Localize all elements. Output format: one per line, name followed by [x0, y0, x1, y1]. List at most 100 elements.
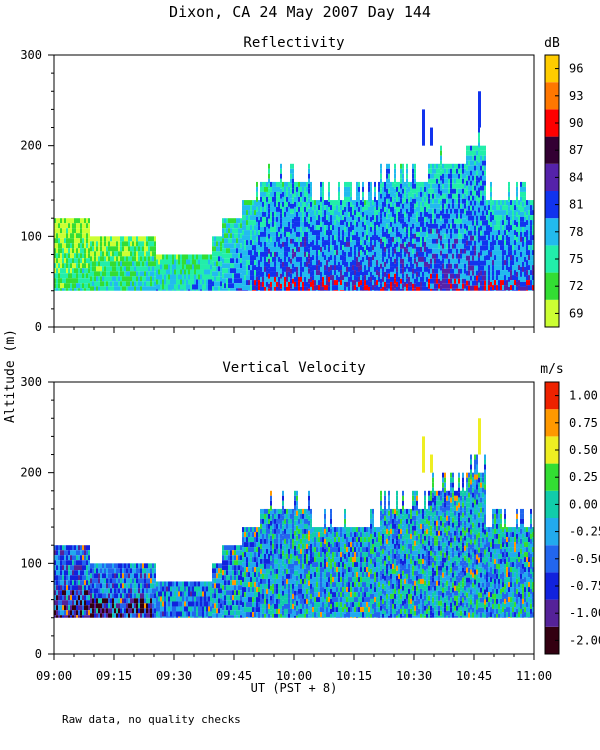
data-cell: [410, 226, 412, 232]
data-cell: [338, 271, 340, 277]
data-cell: [96, 603, 98, 609]
data-cell: [450, 243, 452, 249]
data-cell: [206, 254, 208, 260]
data-cell: [448, 253, 450, 259]
data-cell: [462, 198, 464, 204]
data-cell: [406, 263, 408, 269]
data-cell: [522, 231, 524, 237]
data-cell: [140, 573, 142, 579]
data-cell: [396, 211, 398, 217]
data-cell: [82, 223, 84, 229]
data-cell: [384, 261, 386, 267]
data-cell: [270, 221, 272, 227]
data-cell: [282, 281, 284, 287]
data-cell: [240, 263, 242, 269]
data-cell: [188, 269, 190, 275]
data-cell: [524, 211, 526, 217]
data-cell: [500, 255, 502, 261]
data-cell: [478, 177, 480, 183]
data-cell: [112, 608, 114, 614]
y-tick-label: 300: [20, 48, 42, 62]
data-cell: [470, 220, 472, 226]
data-cell: [282, 276, 284, 282]
data-cell: [398, 211, 400, 217]
data-cell: [304, 246, 306, 252]
data-cell: [62, 238, 64, 244]
data-cell: [408, 221, 410, 227]
data-cell: [402, 243, 404, 249]
data-cell: [62, 545, 64, 551]
data-cell: [232, 223, 234, 229]
data-cell: [294, 216, 296, 222]
data-cell: [80, 560, 82, 566]
data-cell: [354, 285, 356, 291]
data-cell: [356, 241, 358, 247]
data-cell: [424, 191, 426, 197]
data-cell: [478, 257, 480, 263]
data-cell: [308, 243, 310, 249]
data-cell: [376, 275, 378, 281]
data-cell: [388, 258, 390, 264]
data-cell: [420, 221, 422, 227]
data-cell: [468, 195, 470, 201]
data-cell: [430, 238, 432, 244]
data-cell: [516, 261, 518, 267]
data-cell: [132, 276, 134, 282]
data-cell: [448, 193, 450, 199]
data-cell: [140, 563, 142, 569]
data-cell: [102, 241, 104, 247]
data-cell: [410, 241, 412, 247]
data-cell: [396, 221, 398, 227]
data-cell: [156, 264, 158, 270]
data-cell: [118, 603, 120, 609]
data-cell: [260, 261, 262, 267]
data-cell: [308, 268, 310, 274]
data-cell: [114, 593, 116, 599]
data-cell: [368, 211, 370, 217]
data-cell: [484, 250, 486, 256]
data-cell: [218, 241, 220, 247]
data-cell: [210, 254, 212, 260]
data-cell: [286, 271, 288, 277]
data-cell: [130, 598, 132, 604]
data-cell: [372, 230, 374, 236]
data-cell: [466, 205, 468, 211]
data-cell: [364, 245, 366, 251]
data-cell: [298, 196, 300, 202]
data-cell: [388, 283, 390, 289]
data-cell: [272, 276, 274, 282]
data-cell: [444, 258, 446, 264]
data-cell: [282, 186, 284, 192]
data-cell: [452, 283, 454, 289]
data-cell: [130, 271, 132, 277]
data-cell: [244, 270, 246, 276]
data-cell: [252, 265, 254, 271]
data-cell: [470, 180, 472, 186]
data-cell: [182, 289, 184, 291]
data-cell: [372, 245, 374, 251]
data-cell: [288, 201, 290, 207]
data-cell: [56, 605, 58, 611]
data-cell: [354, 280, 356, 286]
data-cell: [120, 271, 122, 277]
data-cell: [112, 613, 114, 618]
data-cell: [116, 271, 118, 277]
data-cell: [70, 550, 72, 556]
data-cell: [454, 288, 456, 291]
data-cell: [408, 266, 410, 272]
data-cell: [224, 268, 226, 274]
data-cell: [246, 240, 248, 246]
data-cell: [238, 288, 240, 291]
data-cell: [516, 211, 518, 217]
data-cell: [400, 278, 402, 284]
data-cell: [78, 585, 80, 591]
data-cell: [400, 173, 402, 179]
data-cell: [372, 240, 374, 246]
data-cell: [352, 205, 354, 211]
data-cell: [514, 285, 516, 291]
data-cell: [378, 216, 380, 222]
data-cell: [320, 261, 322, 267]
data-cell: [104, 281, 106, 287]
data-cell: [356, 261, 358, 267]
data-cell: [148, 286, 150, 291]
